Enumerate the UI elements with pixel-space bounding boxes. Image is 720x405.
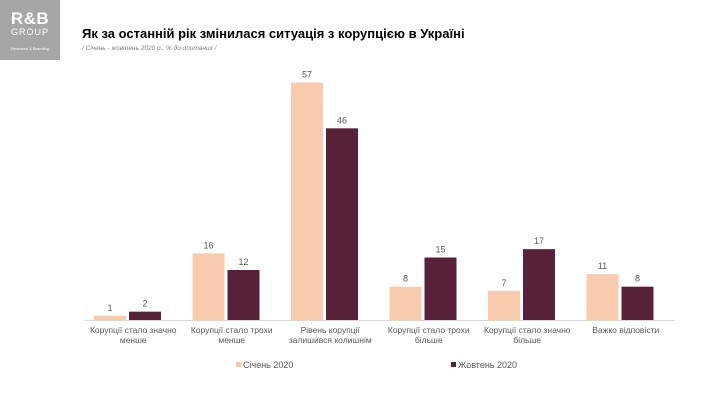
data-label-jan-1: 16	[203, 240, 213, 250]
bar-oct-0	[129, 311, 161, 320]
category-label-1-line-1: менше	[218, 335, 245, 345]
legend-swatch-0	[236, 362, 241, 367]
category-label-4-line-0: Корупції стало значно	[484, 325, 571, 335]
bar-oct-5	[621, 286, 654, 320]
category-label-0-line-1: менше	[120, 335, 147, 345]
logo-main-text: R&B	[10, 9, 50, 28]
legend-swatch-1	[451, 362, 456, 367]
data-label-oct-2: 46	[337, 115, 347, 125]
bar-jan-0	[94, 315, 126, 320]
category-label-2-line-1: залишився колишнім	[289, 335, 372, 345]
data-label-jan-4: 7	[501, 278, 506, 288]
category-label-1-line-0: Корупції стало трохи	[191, 325, 273, 335]
bar-oct-4	[523, 249, 555, 320]
company-logo: R&B GROUP Research & Branding	[0, 0, 60, 60]
data-label-oct-4: 17	[534, 236, 544, 246]
legend-label-1: Жовтень 2020	[458, 360, 517, 370]
bar-jan-3	[389, 286, 422, 320]
category-label-0-line-0: Корупції стало значно	[90, 325, 177, 335]
category-label-4-line-1: більше	[513, 335, 541, 345]
logo-sub-text: GROUP	[10, 27, 49, 37]
bar-jan-2	[291, 82, 323, 320]
bar-oct-1	[227, 270, 260, 320]
data-label-oct-3: 15	[435, 245, 445, 255]
bar-jan-4	[488, 290, 520, 320]
bar-oct-2	[326, 128, 358, 320]
data-label-jan-0: 1	[107, 303, 112, 313]
bar-jan-1	[192, 253, 225, 320]
data-label-jan-5: 11	[598, 261, 607, 271]
category-label-2-line-0: Рівень корупції	[301, 325, 361, 335]
legend-label-0: Січень 2020	[243, 360, 293, 370]
chart-title: Як за останній рік змінилася ситуація з …	[82, 26, 465, 41]
category-label-3-line-0: Корупції стало трохи	[388, 325, 470, 335]
chart-subtitle: / Січень - жовтень 2020 р., % до опитани…	[82, 45, 217, 52]
bar-oct-3	[424, 257, 457, 320]
data-label-oct-5: 8	[635, 274, 640, 284]
bar-jan-5	[586, 274, 619, 320]
category-label-3-line-1: більше	[415, 335, 443, 345]
data-label-jan-3: 8	[403, 274, 408, 284]
category-label-5-line-0: Важко відповісти	[592, 325, 659, 335]
data-label-oct-1: 12	[238, 257, 248, 267]
data-label-jan-2: 57	[302, 70, 312, 80]
logo-tagline: Research & Branding	[10, 46, 50, 51]
data-label-oct-0: 2	[142, 299, 147, 309]
